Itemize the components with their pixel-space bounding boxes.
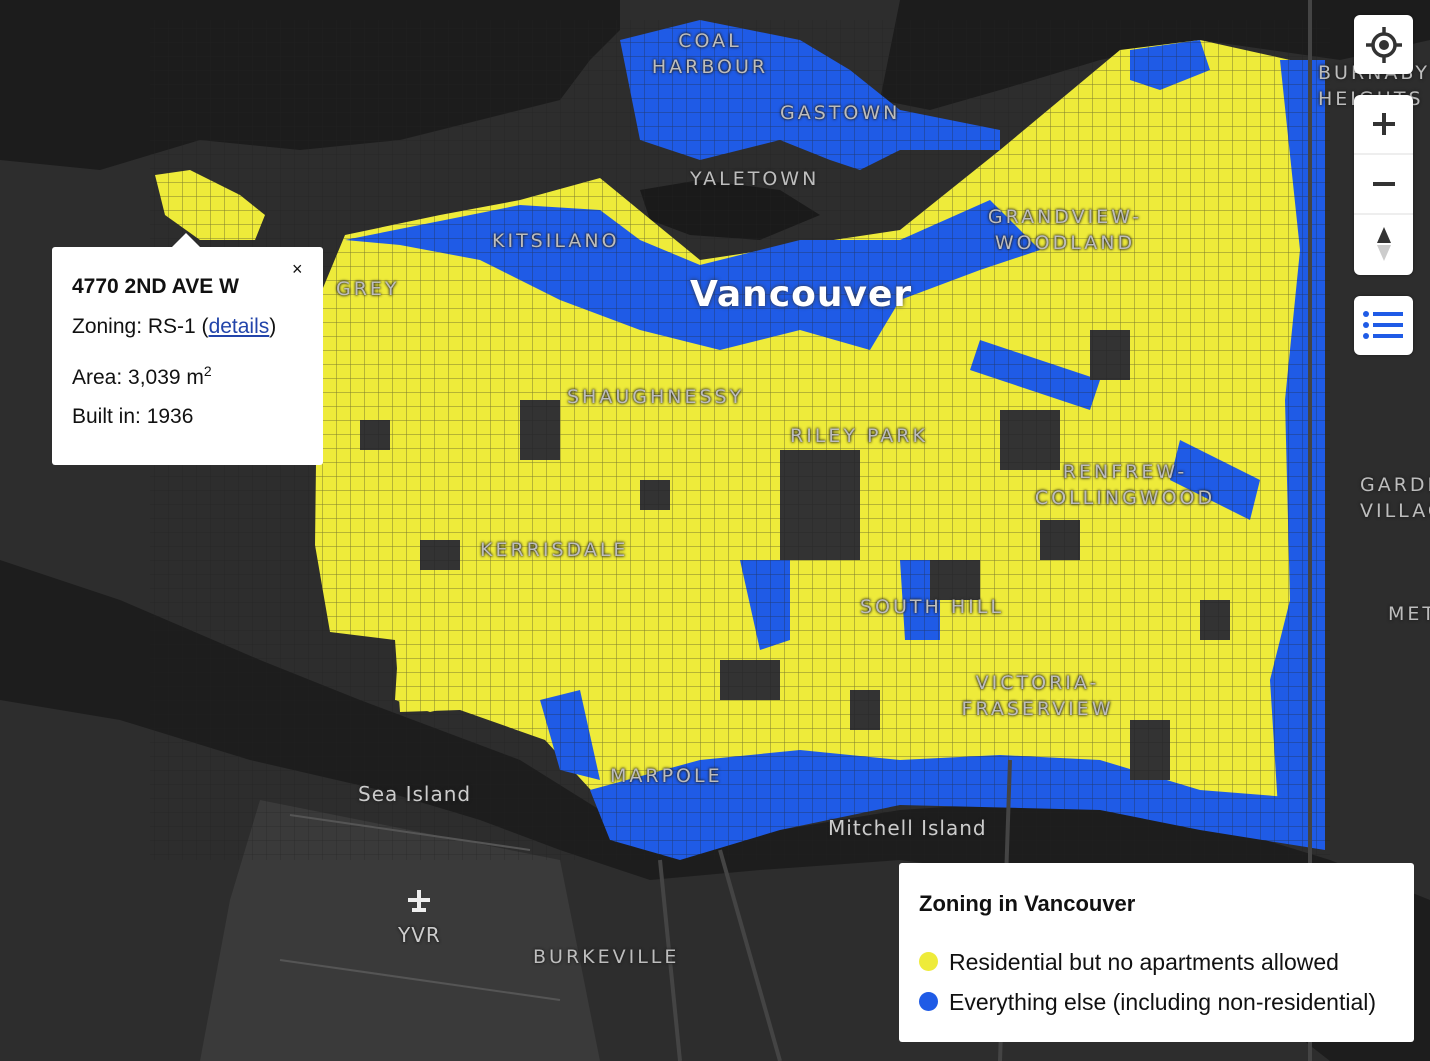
text: Zoning: RS-1 ( [72, 315, 209, 338]
map-label: KERRISDALE [480, 539, 629, 561]
legend-label: Everything else (including non-residenti… [949, 989, 1377, 1015]
map-label: RILEY PARK [790, 425, 928, 447]
runway [289, 814, 531, 851]
popup-zoning: Zoning: RS-1 (details) [72, 315, 276, 339]
legend: Zoning in Vancouver Residential but no a… [899, 863, 1414, 1042]
runways [279, 814, 561, 1001]
map-label: GARDEN VILLAGE [1360, 474, 1430, 522]
map-label: KITSILANO [492, 230, 620, 252]
popup-built: Built in: 1936 [72, 405, 194, 428]
map-label: Mitchell Island [828, 816, 987, 840]
map-label: METROTOWN [1388, 603, 1430, 625]
map-label: VICTORIA-FRASERVIEW [961, 672, 1114, 720]
street-grid [150, 20, 1330, 860]
map-label: GREY [336, 278, 400, 300]
map-label: SOUTH HILL [860, 596, 1004, 618]
text: ) [269, 315, 277, 338]
compass[interactable] [1377, 227, 1391, 261]
legend-swatch [919, 952, 938, 971]
map-label: YALETOWN [690, 168, 820, 190]
icon [1354, 113, 1413, 261]
map-label: SHAUGHNESSY [567, 386, 745, 408]
map-label: GRANDVIEW-WOODLAND [987, 206, 1143, 254]
map-label: GASTOWN [780, 102, 901, 124]
zoom-controls [1354, 95, 1413, 275]
icon [1363, 311, 1403, 339]
popup-title: 4770 2ND AVE W [72, 275, 239, 298]
road [718, 849, 782, 1061]
runway [279, 959, 561, 1001]
popup: × 4770 2ND AVE W Zoning: RS-1 (details) … [52, 233, 323, 465]
icon [1366, 27, 1402, 63]
details-link[interactable]: details [208, 315, 270, 338]
text: Area: 3,039 m [72, 366, 204, 389]
legend-swatch [919, 992, 938, 1011]
legend-label: Residential but no apartments allowed [949, 949, 1339, 975]
map-label: YVR [398, 923, 441, 947]
island [200, 800, 600, 1061]
map-label: RENFREW-COLLINGWOOD [1034, 461, 1216, 509]
locate-button[interactable] [1354, 15, 1413, 74]
map-label: MARPOLE [610, 765, 723, 787]
map-label: Sea Island [358, 782, 472, 806]
legend-title: Zoning in Vancouver [919, 891, 1136, 916]
legend-toggle[interactable] [1354, 296, 1413, 355]
popup-area: Area: 3,039 m2 [72, 363, 212, 390]
road [658, 859, 682, 1061]
airport-icon [408, 890, 430, 912]
map-label: BURKEVILLE [533, 946, 680, 968]
superscript: 2 [203, 363, 212, 379]
popup-close[interactable]: × [292, 259, 303, 279]
map-label-city: Vancouver [690, 274, 913, 315]
map-label: COAL HARBOUR [651, 30, 769, 78]
zoom-in[interactable] [1373, 113, 1395, 135]
